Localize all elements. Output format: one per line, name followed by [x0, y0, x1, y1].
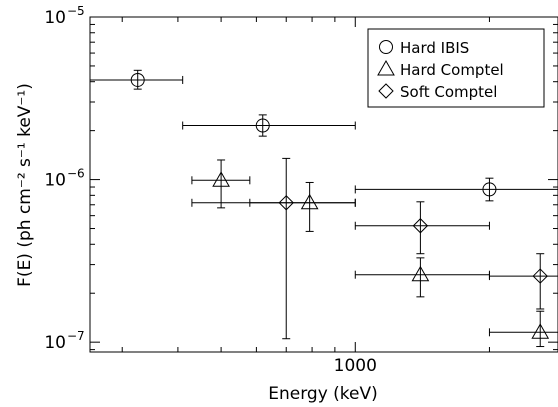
diamond-marker: [278, 195, 294, 211]
legend-item: Soft Comptel: [378, 83, 497, 101]
data-point: [354, 177, 558, 202]
legend-item: Hard Comptel: [377, 59, 504, 79]
axis-ticks: [90, 16, 558, 352]
legend-circle-icon: [379, 40, 393, 54]
triangle-marker: [300, 193, 319, 210]
data-point: [488, 253, 558, 310]
y-tick-label: 10: [44, 8, 66, 28]
legend-item: Hard IBIS: [379, 39, 469, 57]
y-tick-exponent: −7: [67, 329, 85, 343]
y-tick-exponent: −6: [67, 167, 85, 181]
x-tick-labels: 1000: [334, 356, 377, 376]
legend-box: [367, 28, 545, 108]
x-axis-title: Energy (keV): [268, 384, 378, 404]
y-tick-label: 10: [44, 333, 66, 353]
diamond-marker: [532, 268, 548, 284]
legend-triangle-icon: [377, 59, 395, 76]
triangle-marker: [212, 171, 230, 187]
data-point: [488, 310, 558, 348]
diamond-marker: [412, 218, 429, 234]
data-point: [354, 257, 490, 298]
legend-diamond-icon: [378, 83, 394, 99]
legend-label: Soft Comptel: [400, 83, 497, 101]
x-tick-label: 1000: [334, 356, 377, 376]
series-diamond: [191, 157, 558, 340]
data-point: [191, 159, 251, 209]
series-circle: [89, 69, 558, 202]
circle-marker: [482, 182, 497, 197]
data-layer: [89, 69, 558, 348]
legend-label: Hard Comptel: [400, 61, 504, 79]
series-triangle: [191, 159, 558, 348]
triangle-marker: [411, 265, 430, 282]
data-point: [182, 114, 356, 137]
legend: Hard IBIS Hard Comptel Soft Comptel: [367, 28, 545, 108]
y-tick-label: 10: [44, 171, 66, 191]
data-point: [354, 201, 490, 255]
data-point: [191, 157, 356, 340]
legend-label: Hard IBIS: [400, 39, 469, 57]
y-axis-title: F(E) (ph cm⁻² s⁻¹ keV⁻¹): [15, 83, 35, 287]
circle-marker: [130, 72, 145, 87]
y-tick-labels: 10−710−610−5: [44, 4, 84, 353]
y-tick-exponent: −5: [67, 4, 85, 18]
data-point: [249, 181, 356, 232]
plot-frame: [89, 16, 558, 353]
circle-marker: [255, 118, 270, 133]
data-point: [89, 69, 184, 90]
triangle-marker: [531, 323, 550, 339]
